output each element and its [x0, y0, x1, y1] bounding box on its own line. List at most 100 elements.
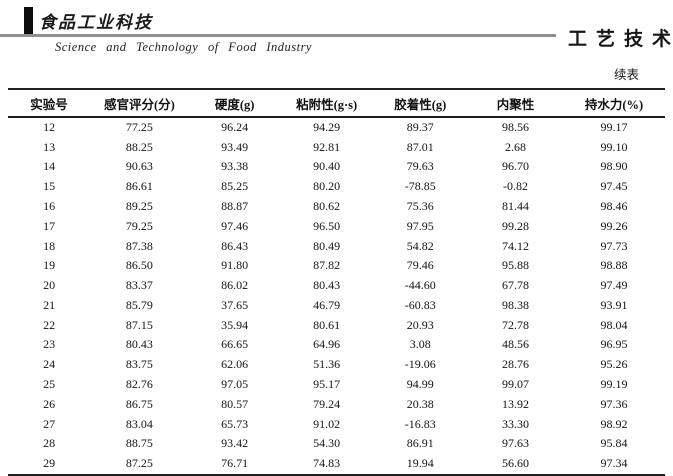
- table-cell: 77.25: [125, 119, 153, 134]
- table-cell: 86.43: [221, 238, 249, 253]
- table-cell: 90.40: [313, 159, 341, 174]
- table-cell: 79.24: [313, 396, 341, 411]
- table-cell: 86.91: [406, 436, 434, 451]
- table-cell: 83.75: [125, 357, 153, 372]
- table-row: 24 83.75 62.06 51.36 -19.06 28.76 95.26: [8, 355, 665, 375]
- table-row: 21 85.79 37.65 46.79 -60.83 98.38 93.91: [8, 296, 665, 316]
- table-cell: 86.02: [221, 278, 249, 293]
- table-cell: 93.38: [221, 159, 249, 174]
- table-cell: 29: [43, 456, 56, 471]
- table-cell: 80.61: [313, 317, 341, 332]
- column-header: 胶着性(g): [394, 97, 447, 112]
- table-cell: 13.92: [501, 396, 529, 411]
- table-cell: 54.82: [406, 238, 434, 253]
- table-cell: 98.92: [600, 416, 628, 431]
- table-cell: 96.70: [501, 159, 529, 174]
- header-row: 实验号 感官评分(分) 硬度(g) 粘附性(g·s) 胶着性(g) 内聚性 持水…: [8, 89, 665, 117]
- table-cell: 2.68: [504, 139, 526, 154]
- column-header: 粘附性(g·s): [296, 97, 358, 112]
- table-cell: 97.49: [600, 278, 628, 293]
- table-cell: 89.25: [125, 199, 153, 214]
- table-cell: 28.76: [501, 357, 529, 372]
- table-cell: 72.78: [501, 317, 529, 332]
- results-table-body: 12 77.25 96.24 94.29 89.37 98.56 99.17 13 88.25 9…: [8, 117, 665, 475]
- table-cell: 97.63: [501, 436, 529, 451]
- results-table: 实验号 感官评分(分) 硬度(g) 粘附性(g·s) 胶着性(g) 内聚性 持水…: [8, 88, 665, 476]
- table-cell: 86.75: [125, 396, 153, 411]
- table-cell: 98.90: [600, 159, 628, 174]
- table-cell: 82.76: [125, 377, 153, 392]
- table-cell: 99.17: [600, 119, 628, 134]
- table-cell: 98.38: [501, 297, 529, 312]
- table-row: 15 86.61 85.25 80.20 -78.85 -0.82 97.45: [8, 177, 665, 197]
- table-row: 25 82.76 97.05 95.17 94.99 99.07 99.19: [8, 375, 665, 395]
- column-header: 感官评分(分): [103, 97, 175, 112]
- table-cell: 95.26: [600, 357, 628, 372]
- table-cell: 79.63: [406, 159, 434, 174]
- masthead: 食品工业科技 工艺技术 Science and Technology of Fo…: [0, 0, 673, 62]
- table-cell: 19: [43, 258, 56, 273]
- journal-logo: 食品工业科技: [37, 8, 167, 36]
- table-cell: 20: [43, 278, 56, 293]
- column-header: 持水力(%): [584, 97, 644, 112]
- table-cell: 95.17: [313, 377, 341, 392]
- table-cell: 21: [43, 297, 56, 312]
- table-cell: 97.36: [600, 396, 628, 411]
- table-cell: 80.43: [313, 278, 341, 293]
- table-cell: 97.73: [600, 238, 628, 253]
- table-cell: 51.36: [313, 357, 341, 372]
- table-cell: 46.79: [313, 297, 341, 312]
- table-cell: 79.25: [125, 218, 153, 233]
- table-cell: 80.43: [125, 337, 153, 352]
- table-row: 26 86.75 80.57 79.24 20.38 13.92 97.36: [8, 394, 665, 414]
- table-cell: 99.28: [501, 218, 529, 233]
- table-cell: 97.95: [406, 218, 434, 233]
- table-cell: 15: [43, 179, 56, 194]
- table-cell: 85.79: [125, 297, 153, 312]
- table-cell: 83.37: [125, 278, 153, 293]
- table-cell: 26: [43, 396, 56, 411]
- table-row: 28 88.75 93.42 54.30 86.91 97.63 95.84: [8, 434, 665, 454]
- table-cell: 97.46: [221, 218, 249, 233]
- table-cell: 74.83: [313, 456, 341, 471]
- table-cell: 91.80: [221, 258, 249, 273]
- results-table-head: 实验号 感官评分(分) 硬度(g) 粘附性(g·s) 胶着性(g) 内聚性 持水…: [8, 89, 665, 117]
- table-cell: 97.45: [600, 179, 628, 194]
- table-cell: 86.50: [125, 258, 153, 273]
- table-cell: 91.02: [313, 416, 341, 431]
- table-cell: 48.56: [501, 337, 529, 352]
- table-row: 13 88.25 93.49 92.81 87.01 2.68 99.10: [8, 137, 665, 157]
- table-cell: 94.99: [406, 377, 434, 392]
- table-cell: 87.25: [125, 456, 153, 471]
- table-cell: 76.71: [221, 456, 249, 471]
- journal-subtitle: Science and Technology of Food Industry: [55, 40, 312, 54]
- table-cell: 96.24: [221, 119, 249, 134]
- table-cell: -78.85: [404, 179, 436, 194]
- table-cell: 81.44: [501, 199, 529, 214]
- table-cell: 97.05: [221, 377, 249, 392]
- table-cell: 80.62: [313, 199, 341, 214]
- masthead-rule: [0, 34, 556, 37]
- table-row: 16 89.25 88.87 80.62 75.36 81.44 98.46: [8, 197, 665, 217]
- table-cell: 75.36: [406, 199, 434, 214]
- table-row: 17 79.25 97.46 96.50 97.95 99.28 99.26: [8, 216, 665, 236]
- table-cell: 93.49: [221, 139, 249, 154]
- table-cell: 16: [43, 199, 56, 214]
- table-cell: -44.60: [404, 278, 436, 293]
- table-cell: 96.95: [600, 337, 628, 352]
- table-cell: 88.87: [221, 199, 249, 214]
- table-row: 18 87.38 86.43 80.49 54.82 74.12 97.73: [8, 236, 665, 256]
- table-cell: 12: [43, 119, 56, 134]
- table-cell: 18: [43, 238, 56, 253]
- continued-table-label: 续表: [613, 68, 639, 82]
- table-cell: 88.75: [125, 436, 153, 451]
- column-header: 实验号: [30, 97, 68, 112]
- table-cell: 99.26: [600, 218, 628, 233]
- table-cell: 93.91: [600, 297, 628, 312]
- table-cell: 88.25: [125, 139, 153, 154]
- table-cell: 80.20: [313, 179, 341, 194]
- masthead-black-bar: [24, 7, 33, 37]
- table-cell: 64.96: [313, 337, 341, 352]
- table-row: 23 80.43 66.65 64.96 3.08 48.56 96.95: [8, 335, 665, 355]
